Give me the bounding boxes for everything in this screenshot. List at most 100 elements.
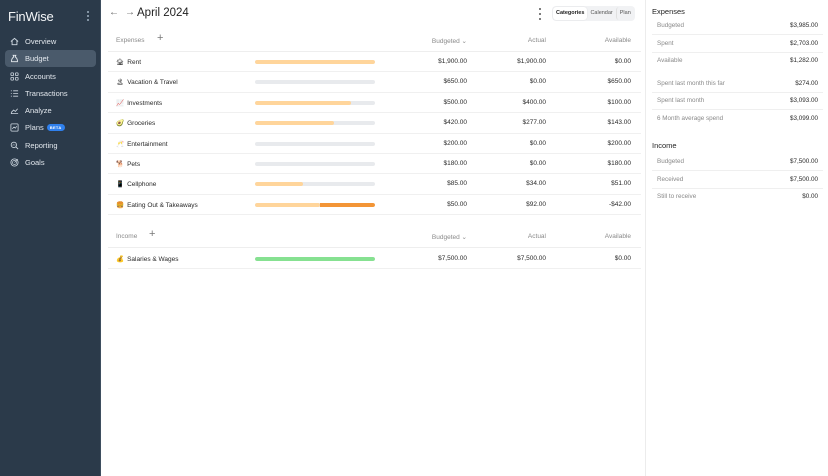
category-label: Salaries & Wages bbox=[127, 255, 179, 263]
available-amount: -$42.00 bbox=[608, 200, 631, 208]
category-row[interactable]: 🏝 Vacation & Travel $650.00 $0.00 $650.00 bbox=[108, 72, 641, 93]
more-options-button[interactable] bbox=[537, 8, 543, 20]
summary-value: $0.00 bbox=[802, 193, 818, 200]
category-name: 🥑 Groceries bbox=[116, 119, 155, 127]
plan-icon bbox=[10, 123, 19, 132]
sidebar-item-reporting[interactable]: Reporting bbox=[5, 137, 96, 154]
expenses-label: Expenses bbox=[116, 37, 145, 44]
target-icon bbox=[10, 158, 19, 167]
summary-label: Spent bbox=[657, 40, 674, 47]
next-month-button[interactable]: → bbox=[125, 7, 135, 18]
actual-amount: $277.00 bbox=[522, 119, 547, 127]
sidebar-item-label: Goals bbox=[25, 158, 45, 168]
summary-value: $3,099.00 bbox=[789, 115, 818, 122]
magnify-report-icon bbox=[10, 141, 19, 150]
add-income-category-button[interactable]: + bbox=[149, 228, 156, 240]
sidebar-item-label: Reporting bbox=[25, 140, 58, 150]
summary-label: Available bbox=[657, 57, 683, 64]
sort-budgeted-button[interactable]: Budgeted ⌄ bbox=[431, 38, 467, 45]
category-label: Entertainment bbox=[127, 140, 168, 148]
sidebar-item-label: Accounts bbox=[25, 71, 56, 81]
budgeted-amount[interactable]: $420.00 bbox=[443, 119, 468, 127]
progress-fill bbox=[255, 121, 335, 126]
budgeted-amount[interactable]: $85.00 bbox=[447, 180, 467, 188]
home-icon bbox=[10, 37, 19, 46]
category-label: Vacation & Travel bbox=[127, 79, 178, 87]
actual-amount: $0.00 bbox=[529, 160, 546, 167]
sidebar-item-budget[interactable]: Budget bbox=[5, 50, 96, 68]
sidebar: FinWise Overview Budget Accounts Transac… bbox=[0, 0, 101, 476]
category-row[interactable]: 📱 Cellphone $85.00 $34.00 $51.00 bbox=[108, 174, 641, 195]
actual-column-header: Actual bbox=[527, 37, 546, 44]
category-row[interactable]: 🥂 Entertainment $200.00 $0.00 $200.00 bbox=[108, 134, 641, 154]
actual-amount: $400.00 bbox=[522, 98, 547, 106]
budgeted-amount[interactable]: $7,500.00 bbox=[438, 254, 467, 262]
summary-row: Budgeted $7,500.00 bbox=[652, 153, 823, 171]
budgeted-amount[interactable]: $180.00 bbox=[443, 160, 468, 167]
category-row[interactable]: 📈 Investments $500.00 $400.00 $100.00 bbox=[108, 93, 641, 114]
summary-row: Spent last month this far $274.00 bbox=[652, 75, 823, 93]
sidebar-item-label: Transactions bbox=[25, 88, 68, 98]
sidebar-item-accounts[interactable]: Accounts bbox=[5, 68, 96, 85]
sidebar-item-overview[interactable]: Overview bbox=[5, 33, 96, 50]
summary-label: Spent last month bbox=[657, 97, 705, 104]
category-row[interactable]: 🏚 Rent $1,900.00 $1,900.00 $0.00 bbox=[108, 52, 641, 73]
category-label: Investments bbox=[127, 99, 163, 107]
summary-row: Spent last month $3,093.00 bbox=[652, 92, 823, 110]
progress-fill bbox=[255, 182, 303, 187]
sidebar-item-transactions[interactable]: Transactions bbox=[5, 85, 96, 102]
income-summary-title: Income bbox=[652, 141, 677, 150]
actual-column-header: Actual bbox=[527, 233, 546, 240]
month-navigation: ← → bbox=[109, 8, 135, 18]
budgeted-amount[interactable]: $200.00 bbox=[443, 139, 468, 147]
category-label: Pets bbox=[127, 161, 141, 168]
progress-fill bbox=[255, 202, 320, 207]
category-row[interactable]: 🍔 Eating Out & Takeaways $50.00 $92.00 -$42.… bbox=[108, 195, 641, 216]
tab-calendar[interactable]: Calendar bbox=[590, 10, 613, 16]
category-row[interactable]: 🐕 Pets $180.00 $0.00 $180.00 bbox=[108, 154, 641, 175]
actual-amount: $0.00 bbox=[529, 78, 546, 86]
income-label: Income bbox=[116, 233, 138, 240]
summary-row: Spent $2,703.00 bbox=[652, 35, 823, 53]
summary-row: 6 Month average spend $3,099.00 bbox=[652, 110, 823, 128]
add-expense-category-button[interactable]: + bbox=[157, 32, 164, 44]
sidebar-item-goals[interactable]: Goals bbox=[5, 154, 96, 171]
progress-bar bbox=[255, 162, 375, 166]
available-amount: $200.00 bbox=[607, 139, 632, 147]
summary-label: Still to receive bbox=[657, 193, 697, 200]
summary-label: 6 Month average spend bbox=[657, 115, 724, 122]
category-emoji-icon: 🏚 bbox=[116, 59, 125, 66]
budgeted-amount[interactable]: $50.00 bbox=[447, 200, 467, 208]
category-label: Rent bbox=[127, 59, 141, 66]
category-name: 💰 Salaries & Wages bbox=[116, 255, 179, 263]
category-emoji-icon: 🍔 bbox=[116, 201, 125, 209]
sidebar-item-analyze[interactable]: Analyze bbox=[5, 102, 96, 119]
sidebar-item-plans[interactable]: Plans BETA bbox=[5, 119, 96, 136]
previous-month-button[interactable]: ← bbox=[109, 7, 119, 18]
page-title: April 2024 bbox=[137, 7, 189, 19]
sort-budgeted-button[interactable]: Budgeted ⌄ bbox=[431, 234, 467, 241]
available-amount: $100.00 bbox=[607, 98, 632, 106]
actual-amount: $1,900.00 bbox=[517, 58, 546, 65]
tab-categories[interactable]: Categories bbox=[553, 7, 588, 20]
category-row[interactable]: 🥑 Groceries $420.00 $277.00 $143.00 bbox=[108, 113, 641, 134]
category-row[interactable]: 💰 Salaries & Wages $7,500.00 $7,500.00 $0.00 bbox=[108, 249, 641, 269]
summary-panel: Expenses Budgeted $3,985.00 Spent $2,703.0… bbox=[647, 0, 828, 476]
budgeted-amount[interactable]: $500.00 bbox=[443, 98, 468, 106]
expenses-summary-title: Expenses bbox=[652, 7, 685, 16]
category-name: 🐕 Pets bbox=[116, 160, 140, 168]
grid-icon bbox=[10, 72, 19, 81]
available-amount: $0.00 bbox=[614, 254, 631, 262]
progress-fill bbox=[255, 60, 375, 64]
budgeted-amount[interactable]: $650.00 bbox=[443, 78, 468, 86]
category-label: Cellphone bbox=[127, 181, 157, 189]
budgeted-amount[interactable]: $1,900.00 bbox=[438, 58, 467, 65]
summary-label: Spent last month this far bbox=[657, 80, 725, 87]
progress-bar bbox=[255, 141, 375, 146]
tab-plan[interactable]: Plan bbox=[615, 7, 634, 20]
category-emoji-icon: 🥑 bbox=[116, 120, 125, 128]
list-icon bbox=[10, 89, 19, 98]
sidebar-menu-button[interactable] bbox=[84, 9, 92, 23]
progress-fill bbox=[255, 100, 351, 105]
category-name: 📈 Investments bbox=[116, 99, 162, 107]
